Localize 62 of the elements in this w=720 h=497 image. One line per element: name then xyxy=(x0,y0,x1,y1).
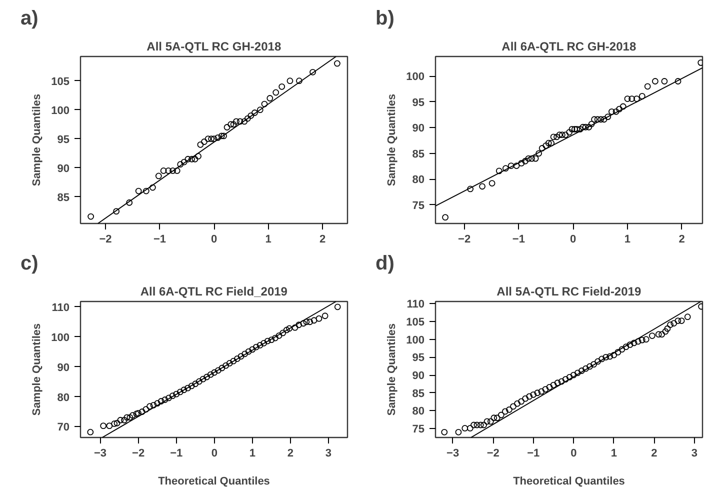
y-axis-title: Sample Quantiles xyxy=(386,94,398,186)
text: c) xyxy=(20,252,38,274)
x-tick-label: 3 xyxy=(325,448,332,460)
x-tick-label: −1 xyxy=(512,234,525,246)
text: b) xyxy=(376,8,394,30)
y-tick-label: 75 xyxy=(412,424,425,436)
x-tick-label: −1 xyxy=(153,234,166,246)
y-tick-label: 90 xyxy=(412,370,425,382)
x-tick-label: 1 xyxy=(624,234,631,246)
x-axis-title: Theoretical Quantiles xyxy=(158,476,270,488)
x-tick-label: −1 xyxy=(170,448,183,460)
y-tick-label: 90 xyxy=(412,122,425,135)
x-tick-label: 1 xyxy=(610,448,617,460)
x-tick-label: 0 xyxy=(210,234,218,246)
y-tick-label: 85 xyxy=(57,192,70,204)
x-tick-label: 1 xyxy=(249,448,256,460)
x-tick-label: −2 xyxy=(132,448,145,460)
chart-title: All 5A-QTL RC GH-2018 xyxy=(146,40,282,54)
y-tick-label: 100 xyxy=(51,104,70,117)
y-tick-label: 100 xyxy=(406,334,425,346)
x-tick-label: 1 xyxy=(265,234,272,246)
x-axis-title: Theoretical Quantiles xyxy=(513,476,625,488)
y-tick-label: 80 xyxy=(412,174,425,186)
y-tick-label: 85 xyxy=(412,148,425,160)
chart-title: All 5A-QTL RC Field-2019 xyxy=(496,284,642,298)
x-tick-label: 2 xyxy=(287,448,294,460)
text: a) xyxy=(20,8,38,30)
y-tick-label: 110 xyxy=(52,302,70,314)
y-tick-label: 80 xyxy=(412,406,425,418)
y-tick-label: 110 xyxy=(406,298,425,311)
x-tick-label: 3 xyxy=(691,448,698,460)
y-tick-label: 105 xyxy=(406,316,425,328)
y-tick-label: 75 xyxy=(412,200,425,212)
y-axis-title: Sample Quantiles xyxy=(31,323,44,416)
y-tick-label: 80 xyxy=(57,392,70,404)
y-axis-title: Sample Quantiles xyxy=(386,323,398,416)
y-tick-label: 95 xyxy=(57,134,70,146)
y-tick-label: 95 xyxy=(412,96,425,109)
x-tick-label: 0 xyxy=(570,448,577,460)
y-tick-label: 70 xyxy=(57,422,70,434)
x-tick-label: −2 xyxy=(458,234,471,246)
y-tick-label: 85 xyxy=(412,388,425,400)
y-axis-title: Sample Quantiles xyxy=(31,94,44,186)
chart-title: All 6A-QTL RC GH-2018 xyxy=(502,40,636,54)
x-tick-label: −2 xyxy=(99,234,112,246)
x-tick-label: 2 xyxy=(651,448,658,460)
x-tick-label: −2 xyxy=(486,448,500,460)
x-tick-label: 2 xyxy=(319,234,326,246)
chart-title: All 6A-QTL RC Field_2019 xyxy=(140,284,288,298)
x-tick-label: 0 xyxy=(211,448,218,460)
y-tick-label: 95 xyxy=(412,352,425,364)
y-tick-label: 100 xyxy=(406,71,425,84)
y-tick-label: 100 xyxy=(51,332,70,344)
y-tick-label: 90 xyxy=(57,362,70,374)
y-tick-label: 105 xyxy=(51,76,70,88)
x-tick-label: −3 xyxy=(446,448,460,460)
x-tick-label: −3 xyxy=(94,448,107,460)
x-tick-label: 2 xyxy=(678,234,685,246)
x-tick-label: −1 xyxy=(527,448,540,460)
y-tick-label: 90 xyxy=(57,162,70,175)
text: d) xyxy=(376,252,394,274)
x-tick-label: 0 xyxy=(570,234,576,246)
